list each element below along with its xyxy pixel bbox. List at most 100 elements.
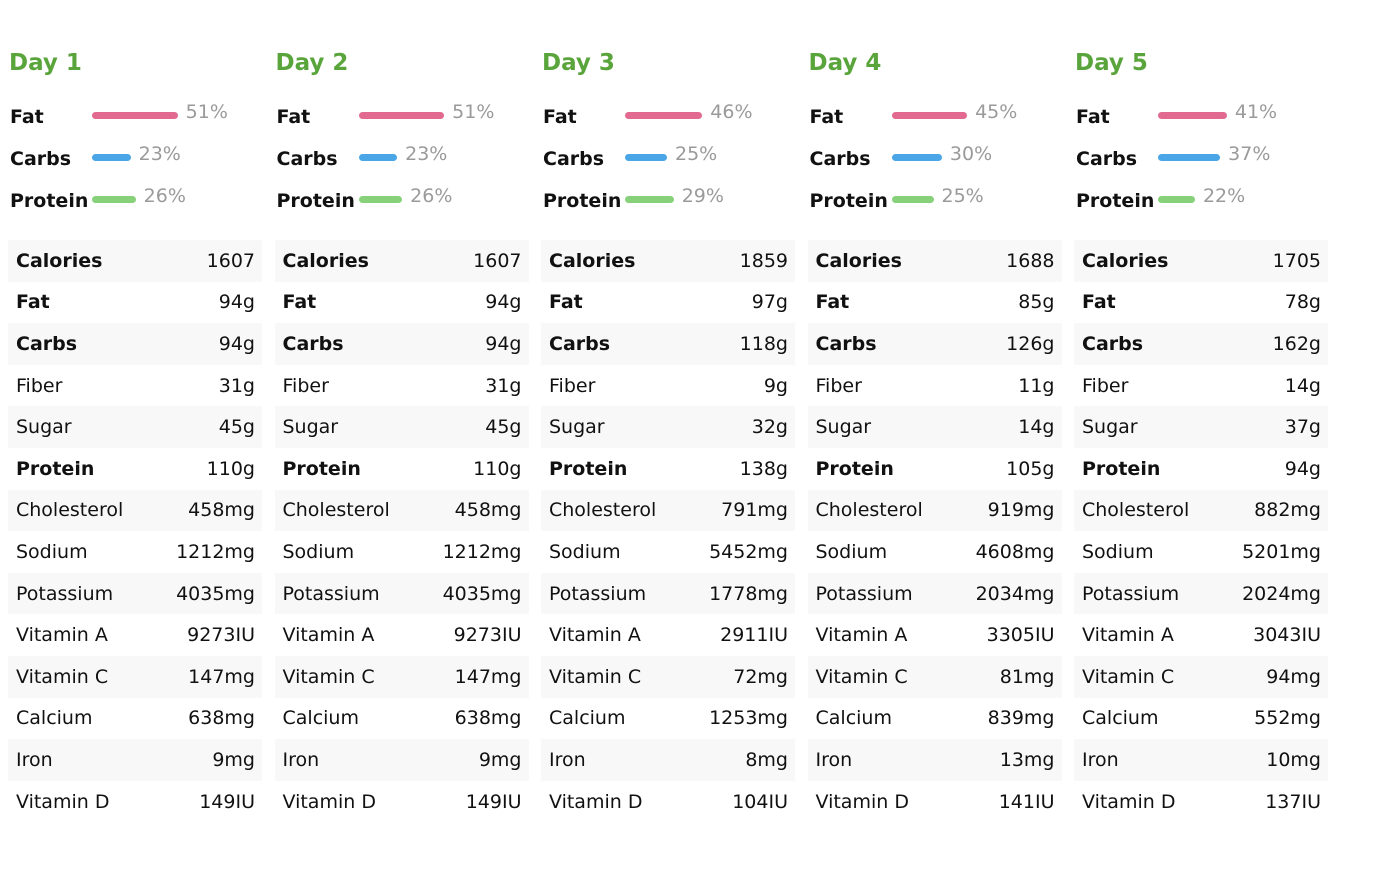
nutrient-value: 1859	[739, 249, 788, 272]
macro-percent: 25%	[941, 185, 984, 207]
day-column-4: Day 4 Fat 45% Carbs 30% Protein 25% Calories 168…	[807, 44, 1062, 822]
macro-bar-protein	[891, 195, 934, 203]
macro-breakdown: Fat 51% Carbs 23% Protein 26%	[275, 96, 529, 232]
nutrition-row: Cholesterol 458mg	[274, 489, 529, 532]
nutrient-label: Protein	[815, 457, 894, 480]
macro-bar-carbs	[625, 153, 667, 161]
nutrient-value: 1607	[206, 249, 255, 272]
nutrition-row: Potassium 2024mg	[1074, 572, 1328, 615]
day-title: Day 4	[808, 50, 882, 76]
day-title: Day 5	[1075, 50, 1148, 76]
nutrition-row: Vitamin C 147mg	[8, 655, 262, 698]
macro-row-carbs: Carbs 23%	[8, 138, 262, 180]
nutrient-value: 32g	[751, 416, 788, 439]
nutrient-label: Sugar	[282, 416, 339, 439]
nutrient-value: 97g	[751, 291, 788, 314]
nutrition-row: Iron 9mg	[274, 739, 529, 781]
nutrition-row: Sugar 37g	[1074, 406, 1328, 448]
macro-bar-carbs	[358, 153, 398, 161]
nutrient-label: Vitamin C	[16, 665, 109, 688]
macro-breakdown: Fat 51% Carbs 23% Protein 26%	[8, 96, 262, 232]
nutrition-row: Fat 85g	[808, 282, 1062, 324]
nutrient-value: 45g	[218, 416, 255, 439]
nutrient-value: 31g	[218, 374, 255, 397]
nutrient-label: Sugar	[1082, 416, 1138, 439]
nutrient-value: 638mg	[454, 707, 522, 730]
macro-label: Protein	[1076, 190, 1155, 212]
nutrient-value: 4608mg	[975, 540, 1055, 563]
nutrient-value: 5201mg	[1242, 540, 1321, 563]
nutrition-row: Calories 1859	[541, 240, 795, 282]
day-title: Day 3	[542, 50, 615, 76]
nutrient-label: Iron	[815, 748, 853, 771]
nutrient-label: Sodium	[16, 540, 88, 563]
nutrient-label: Fat	[16, 291, 50, 314]
nutrient-value: 141IU	[998, 790, 1055, 813]
macro-row-fat: Fat 45%	[808, 96, 1062, 138]
nutrition-row: Calcium 1253mg	[541, 698, 795, 740]
nutrient-label: Vitamin C	[549, 665, 642, 688]
nutrient-value: 94g	[218, 291, 255, 314]
nutrition-row: Calories 1607	[274, 240, 529, 282]
macro-percent: 51%	[452, 101, 495, 123]
nutrient-value: 9g	[763, 374, 788, 397]
nutrition-row: Vitamin A 3305IU	[808, 614, 1062, 656]
nutrition-row: Calcium 552mg	[1074, 698, 1328, 740]
nutrition-table: Calories 1607 Fat 94g Carbs 94g Fiber 31g Sugar 4…	[274, 240, 529, 822]
nutrient-label: Carbs	[815, 332, 877, 355]
macro-bar-carbs	[891, 153, 942, 161]
macro-bar-carbs	[1158, 153, 1221, 161]
day-title: Day 1	[9, 50, 82, 76]
nutrient-value: 13mg	[999, 748, 1055, 771]
nutrient-label: Protein	[282, 457, 361, 480]
nutrition-table: Calories 1859 Fat 97g Carbs 118g Fiber 9g Sugar 3…	[541, 240, 795, 822]
nutrient-value: 37g	[1284, 416, 1321, 439]
nutrient-value: 149IU	[199, 790, 255, 813]
nutrient-label: Calcium	[549, 707, 626, 730]
nutrient-value: 105g	[1006, 457, 1055, 480]
nutrition-row: Sodium 1212mg	[275, 531, 529, 573]
macro-label: Fat	[276, 106, 311, 128]
nutrition-row: Vitamin D 137IU	[1074, 781, 1328, 823]
nutrition-row: Fiber 31g	[275, 365, 529, 407]
nutrient-value: 85g	[1018, 291, 1055, 314]
macro-breakdown: Fat 41% Carbs 37% Protein 22%	[1074, 96, 1328, 232]
nutrient-label: Calcium	[16, 707, 93, 730]
nutrition-row: Iron 8mg	[541, 739, 795, 781]
nutrient-label: Vitamin D	[815, 790, 909, 813]
nutrient-label: Fat	[1082, 291, 1116, 314]
nutrient-label: Potassium	[282, 582, 380, 605]
nutrition-row: Vitamin A 9273IU	[8, 614, 262, 656]
macro-percent: 26%	[143, 185, 186, 207]
nutrient-value: 45g	[485, 416, 522, 439]
nutrient-label: Fat	[282, 291, 317, 314]
macro-percent: 23%	[405, 143, 448, 165]
macro-row-protein: Protein 22%	[1074, 180, 1328, 222]
day-column-1: Day 1 Fat 51% Carbs 23% Protein 26% Calories 160…	[8, 44, 262, 822]
nutrient-label: Iron	[16, 748, 53, 771]
nutrient-value: 147mg	[454, 665, 522, 688]
nutrition-row: Vitamin C 72mg	[541, 655, 795, 698]
nutrition-row: Sodium 5452mg	[541, 531, 795, 573]
nutrient-value: 1212mg	[176, 540, 255, 563]
nutrient-value: 8mg	[745, 748, 788, 771]
macro-percent: 26%	[410, 185, 453, 207]
nutrient-value: 14g	[1284, 374, 1321, 397]
nutrient-value: 81mg	[999, 665, 1055, 688]
macro-breakdown: Fat 46% Carbs 25% Protein 29%	[541, 96, 795, 232]
nutrition-row: Vitamin A 3043IU	[1074, 614, 1328, 656]
nutrition-row: Fat 94g	[275, 282, 529, 324]
macro-row-carbs: Carbs 37%	[1074, 138, 1328, 180]
macro-percent: 25%	[675, 143, 718, 165]
nutrient-label: Protein	[549, 457, 628, 480]
macro-label: Carbs	[809, 148, 871, 170]
nutrition-row: Fat 78g	[1074, 282, 1328, 324]
macro-bar-fat	[625, 111, 703, 119]
macro-label: Carbs	[1076, 148, 1138, 170]
nutrition-row: Fiber 31g	[8, 365, 262, 407]
nutrient-label: Cholesterol	[815, 499, 923, 522]
nutrition-row: Vitamin C 81mg	[807, 655, 1062, 698]
macro-bar-fat	[358, 111, 445, 119]
nutrient-value: 137IU	[1265, 790, 1321, 813]
nutrient-label: Calories	[815, 249, 902, 272]
